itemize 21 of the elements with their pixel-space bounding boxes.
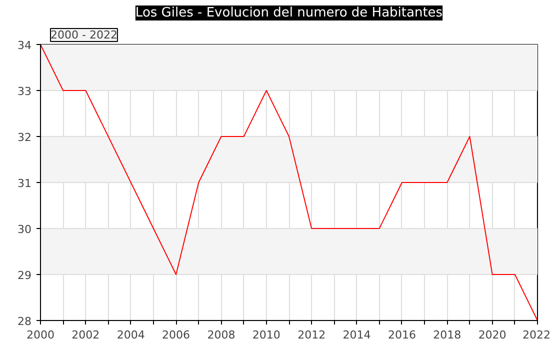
x-tick-label: 2016 bbox=[388, 328, 416, 342]
y-tick-label: 33 bbox=[18, 85, 32, 98]
y-tick-label: 32 bbox=[18, 131, 32, 144]
x-tick-label: 2004 bbox=[116, 328, 145, 342]
x-tick-label: 2010 bbox=[252, 328, 280, 342]
x-tick-label: 2006 bbox=[162, 328, 190, 342]
y-tick-label: 34 bbox=[18, 39, 32, 52]
x-tick-label: 2014 bbox=[342, 328, 371, 342]
x-tick-label: 2008 bbox=[207, 328, 236, 342]
x-tick-label: 2018 bbox=[433, 328, 462, 342]
y-tick-label: 30 bbox=[18, 223, 32, 236]
x-tick-label: 2002 bbox=[72, 328, 100, 342]
y-tick-label: 29 bbox=[18, 269, 32, 282]
x-tick-label: 2012 bbox=[298, 328, 326, 342]
x-tick-label: 2000 bbox=[26, 328, 55, 342]
y-tick-label: 28 bbox=[18, 315, 32, 328]
chart-title: Los Giles - Evolucion del numero de Habitantes bbox=[135, 6, 443, 20]
y-tick-label: 31 bbox=[18, 177, 32, 190]
chart-subtitle: 2000 - 2022 bbox=[50, 28, 118, 42]
x-tick-label: 2020 bbox=[478, 328, 506, 342]
x-tick-label: 2022 bbox=[522, 328, 550, 342]
